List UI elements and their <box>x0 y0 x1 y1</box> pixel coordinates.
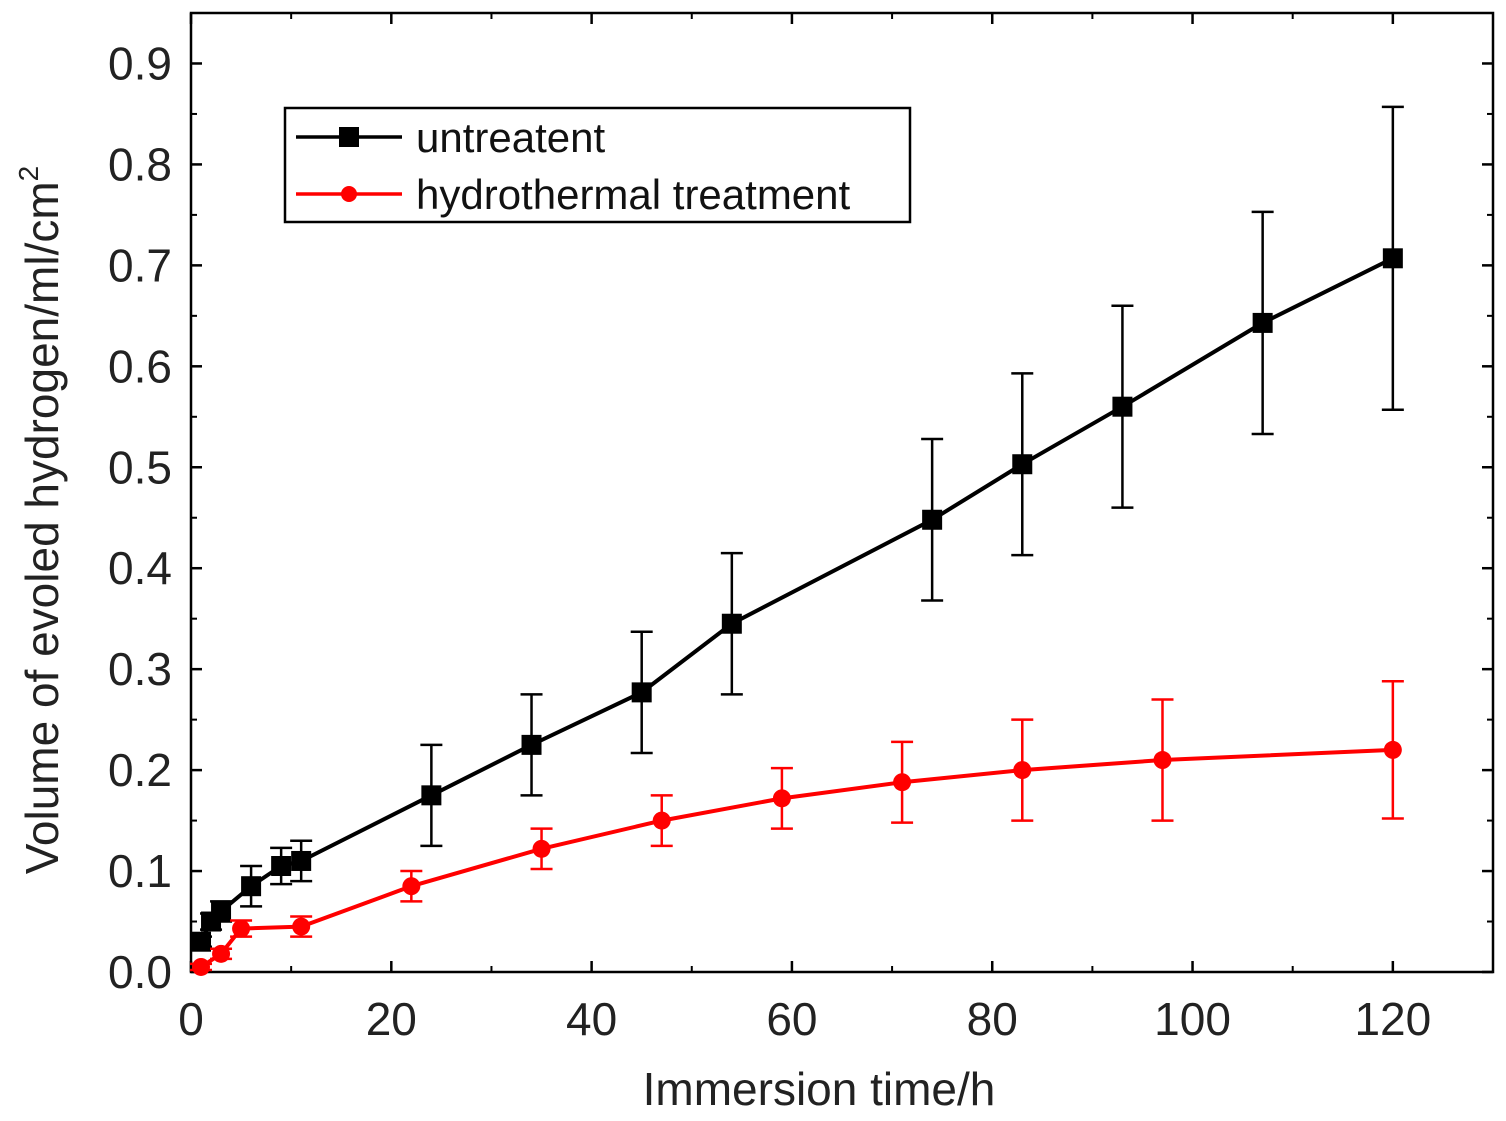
data-point <box>1252 312 1273 333</box>
x-tick-label: 20 <box>366 993 417 1045</box>
data-point <box>1153 751 1172 770</box>
legend-item-hydrothermal-treatment: hydrothermal treatment <box>296 171 851 218</box>
plot-area-frame <box>189 11 1495 974</box>
y-axis-title-superscript: 2 <box>13 166 44 182</box>
data-point <box>772 789 791 808</box>
y-tick-label: 0.8 <box>108 138 172 190</box>
data-point <box>192 957 211 976</box>
y-tick-label: 0.6 <box>108 340 172 392</box>
legend: untreatent hydrothermal treatment <box>283 106 912 224</box>
series-untreatent <box>190 105 1404 952</box>
data-point <box>521 734 542 755</box>
y-tick-label: 0.5 <box>108 441 172 493</box>
y-tick-label: 0.1 <box>108 845 172 897</box>
data-point <box>922 509 943 530</box>
data-point <box>1112 396 1133 417</box>
y-tick-label: 0.2 <box>108 744 172 796</box>
x-tick-label: 40 <box>566 993 617 1045</box>
data-point <box>291 850 312 871</box>
data-point <box>893 773 912 792</box>
x-tick-label: 0 <box>178 993 204 1045</box>
data-series <box>190 105 1404 976</box>
series-hydrothermal-treatment <box>190 680 1404 976</box>
legend-box <box>283 106 912 224</box>
data-point <box>292 917 311 936</box>
x-tick-label: 120 <box>1354 993 1431 1045</box>
data-point <box>631 682 652 703</box>
y-tick-label: 0.3 <box>108 643 172 695</box>
data-point <box>402 877 421 896</box>
data-point <box>721 613 742 634</box>
svg-text:Volume of evoled hydrogen/ml/c: Volume of evoled hydrogen/ml/cm2 <box>13 166 68 875</box>
y-axis-title-group: Volume of evoled hydrogen/ml/cm2 <box>13 166 68 875</box>
legend-marker-untreatent <box>339 127 359 147</box>
x-tick-label: 60 <box>766 993 817 1045</box>
legend-marker-hydrothermal-treatment <box>341 186 357 202</box>
y-tick-label: 0.0 <box>108 946 172 998</box>
data-point <box>232 919 251 938</box>
data-point <box>241 876 262 897</box>
axis-ticks: 0 20 40 60 80 100 120 0.0 0.1 0.2 0.3 0.4 0.5 0.6 0.7 0… <box>108 13 1493 1045</box>
data-point <box>212 944 231 963</box>
data-point <box>532 839 551 858</box>
data-point <box>421 785 442 806</box>
legend-label-untreatent: untreatent <box>416 114 605 161</box>
y-tick-label: 0.4 <box>108 542 172 594</box>
x-tick-label: 80 <box>967 993 1018 1045</box>
data-point <box>191 931 212 952</box>
y-tick-label: 0.7 <box>108 239 172 291</box>
legend-item-untreatent: untreatent <box>296 114 605 161</box>
data-point <box>652 811 671 830</box>
data-point <box>1012 454 1033 475</box>
x-tick-label: 100 <box>1154 993 1231 1045</box>
data-point <box>1382 248 1403 269</box>
x-axis-title: Immersion time/h <box>643 1063 996 1115</box>
y-axis-title: Volume of evoled hydrogen/ml/cm <box>16 181 68 874</box>
data-point <box>1383 740 1402 759</box>
y-tick-label: 0.9 <box>108 37 172 89</box>
data-point <box>271 856 292 877</box>
data-point <box>1013 761 1032 780</box>
legend-label-hydrothermal-treatment: hydrothermal treatment <box>416 171 851 218</box>
data-point <box>211 901 232 922</box>
